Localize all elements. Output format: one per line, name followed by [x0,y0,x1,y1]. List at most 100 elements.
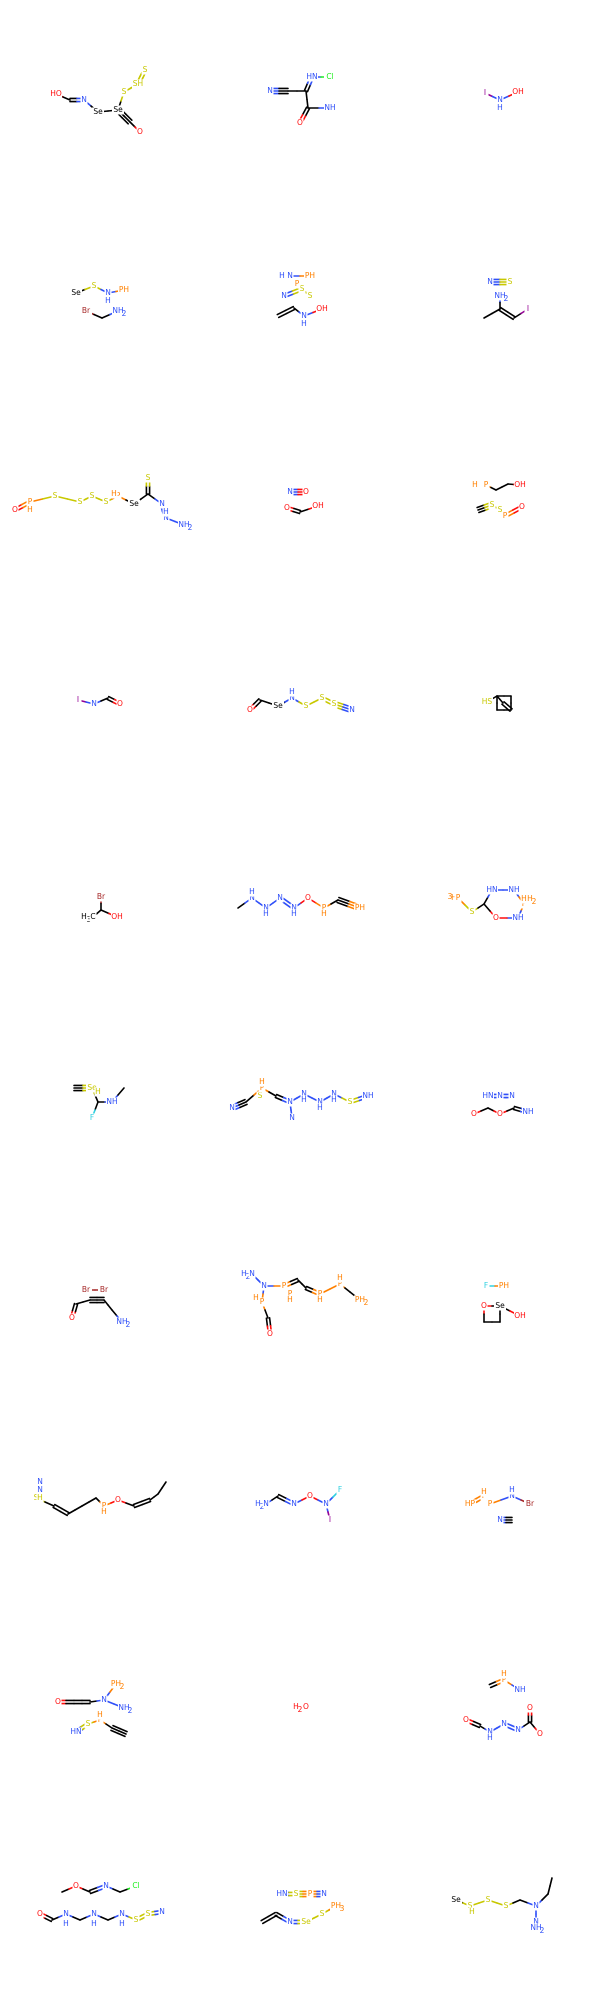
atom-label-bg [312,501,324,511]
atom-label: S [92,281,97,290]
atom-label-bg [288,687,296,697]
atom-label-bg [488,500,496,510]
atom-label: 2 [246,1272,251,1281]
atom-label-bg [494,291,506,301]
atom-label-bg [480,1301,488,1311]
atom-label-bg [532,1917,540,1927]
atom-label-bg [306,1889,314,1899]
bond-line [110,1729,119,1735]
bond-line [112,1724,121,1730]
atom-label: 2 [504,294,509,303]
bond-line [267,1911,277,1918]
atom-label: S [134,1915,139,1924]
atom-label-bg [98,1285,110,1295]
atom-label-bg [514,1685,526,1695]
bond-line [117,1732,126,1738]
bond-line [478,509,487,514]
atom-label-bg [240,1269,248,1279]
atom-label-bg [128,499,140,509]
atom-label: N [281,291,287,300]
atom-label-bg [532,1901,540,1911]
atom-label: N [159,1907,165,1916]
atom-label: OH [316,304,328,313]
atom-label-bg [258,1077,266,1087]
atom-label-bg [246,705,254,715]
atom-label: P [488,1499,493,1508]
atom-label-bg [486,1727,494,1737]
atom-label-bg [106,1097,118,1107]
atom-label-bg [158,1907,166,1917]
bond-line [238,1101,247,1106]
bond-line [100,909,110,915]
atom-label-bg [286,1097,294,1107]
molecule-cell: P H NH O N H N N O O [400,1600,600,1800]
atom-label: N [349,705,355,714]
bond-line [490,486,497,491]
atom-label: H [101,1507,107,1516]
atom-label: I [484,88,486,97]
atom-label-bg [320,903,328,913]
bond-line [62,96,71,101]
atom-label-bg [32,1493,40,1503]
bond-line [82,1299,91,1303]
atom-label: PH [331,1901,341,1910]
atom-label: N [291,903,297,912]
atom-label-bg [508,1485,516,1495]
atom-label-bg [520,899,528,909]
atom-label: P [503,511,508,520]
atom-label: H [451,893,457,902]
bond-line [507,483,515,486]
bond-line [304,107,311,118]
bond-line [513,1105,523,1110]
atom-label-bg [256,1091,264,1101]
atom-label-bg [316,1289,324,1299]
atom-label: N [289,693,295,702]
atom-label-bg [272,701,284,711]
atom-label: N [287,487,293,496]
atom-label: PH [305,271,315,280]
bond-line [505,706,511,713]
atom-label-bg [290,1499,298,1509]
atom-label: H [249,887,255,896]
atom-label: O [463,1715,469,1724]
atom-label-bg [110,489,118,499]
atom-label-bg [89,912,97,922]
atom-label-bg [136,127,144,137]
atom-label: N [301,311,307,320]
bond-line [489,1683,499,1689]
atom-label-bg [36,1485,44,1495]
bond-line [121,117,129,125]
atom-label: S [258,1091,263,1100]
atom-label: O [55,1697,61,1706]
molecule-cell: O Se N H S S S N [200,600,400,800]
atom-label-bg [482,480,490,490]
atom-label: S [348,1097,353,1106]
atom-label-bg [508,1491,516,1501]
atom-label-bg [162,513,170,523]
atom-label: N [317,1097,323,1106]
atom-label: S [86,1719,91,1728]
atom-label: N [37,1485,43,1494]
molecule-cell: Br Br O NH 2 [0,1200,200,1400]
atom-label-bg [286,487,294,497]
atom-label-bg [290,903,298,913]
atom-label-bg [500,1675,508,1685]
atom-label-bg [304,271,316,281]
atom-label: 3 [340,1904,345,1913]
atom-label-bg [502,1901,510,1911]
atom-label: H [163,507,169,516]
atom-label-bg [454,893,462,903]
atom-label: N [63,1909,69,1918]
atom-label-bg [300,1095,308,1105]
atom-label-bg [100,1695,108,1705]
atom-label-bg [278,271,286,281]
atom-label: P [338,1279,343,1288]
molecule-cell: HS [400,600,600,800]
atom-label: S [308,291,313,300]
bond-line [293,507,302,512]
atom-label: O [481,1301,487,1310]
atom-label: S [122,87,127,96]
atom-label-bg [288,693,296,703]
